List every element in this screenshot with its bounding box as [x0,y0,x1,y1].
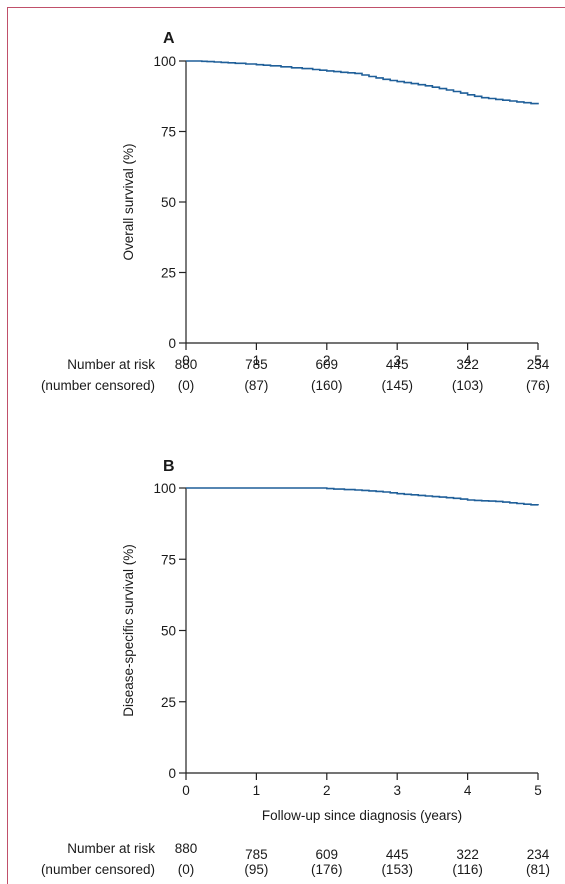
panel-b-number-at-risk: 445 [386,847,409,862]
panel-b-number-censored: (153) [381,862,413,877]
panel-a-x-tick-label: 4 [464,353,472,368]
panel-b-number-censored: (81) [526,862,550,877]
panel-b-label: B [163,458,175,475]
panel-a-number-censored: (76) [526,378,550,393]
panel-b-y-tick-label: 75 [161,552,176,567]
panel-b-number-at-risk: 322 [456,847,479,862]
panel-a-y-tick-label: 50 [161,195,176,210]
panel-a-x-tick-label: 3 [393,353,401,368]
figure-frame [7,7,565,884]
panel-a-survival-curve [186,60,539,105]
panel-a-y-tick-label: 75 [161,125,176,140]
panel-a-x-tick-label: 2 [323,353,331,368]
panel-a-x-tick-label: 5 [534,353,542,368]
panel-b-number-at-risk: 234 [527,847,550,862]
panel-b-y-axis-label: Disease-specific survival (%) [121,544,136,717]
panel-b-x-tick-label: 3 [393,783,401,798]
panel-b-number-at-risk: 785 [245,847,268,862]
panel-b-number-censored: (95) [244,862,268,877]
panel-b-y-tick-label: 25 [161,695,176,710]
panel-b-x-tick-label: 1 [253,783,261,798]
panel-a-y-axis-label: Overall survival (%) [121,143,136,260]
panel-a-number-at-risk: 234 [527,357,550,372]
panel-b-number-at-risk: 609 [316,847,339,862]
panel-b-survival-curve [186,487,539,506]
panel-a-censored-row-label: (number censored) [41,378,155,393]
panel-a-number-at-risk: 322 [456,357,479,372]
panel-a-number-at-risk: 785 [245,357,268,372]
panel-b-x-axis-label: Follow-up since diagnosis (years) [262,808,462,823]
panel-a-number-at-risk: 445 [386,357,409,372]
panel-a-label: A [163,30,175,47]
panel-b-x-tick-label: 2 [323,783,331,798]
panel-a-number-at-risk: 609 [316,357,339,372]
panel-a-number-censored: (145) [381,378,413,393]
panel-a-y-tick-label: 0 [168,336,176,351]
panel-b-number-at-risk: 880 [175,841,198,856]
panel-b-y-tick-label: 0 [168,766,176,781]
panel-a-number-censored: (160) [311,378,343,393]
panel-b-number-censored: (0) [178,862,195,877]
panel-b-censored-row-label: (number censored) [41,862,155,877]
panel-a-number-at-risk: 880 [175,357,198,372]
panel-a-y-tick-label: 25 [161,266,176,281]
panel-a-number-censored: (103) [452,378,484,393]
panel-a-x-tick-label: 0 [182,353,190,368]
panel-b-y-tick-label: 100 [153,481,176,496]
panel-b-y-tick-label: 50 [161,624,176,639]
panel-b-x-tick-label: 0 [182,783,190,798]
panel-b-x-tick-label: 5 [534,783,542,798]
panel-a-y-tick-label: 100 [153,54,176,69]
panel-a-number-censored: (0) [178,378,195,393]
panel-b-number-censored: (116) [452,862,483,877]
panel-b-number-censored: (176) [311,862,343,877]
panel-b-x-tick-label: 4 [464,783,472,798]
panel-a-number-censored: (87) [244,378,268,393]
panel-b-risk-row-label: Number at risk [67,841,155,856]
panel-a-risk-row-label: Number at risk [67,357,155,372]
panel-a-x-tick-label: 1 [253,353,261,368]
